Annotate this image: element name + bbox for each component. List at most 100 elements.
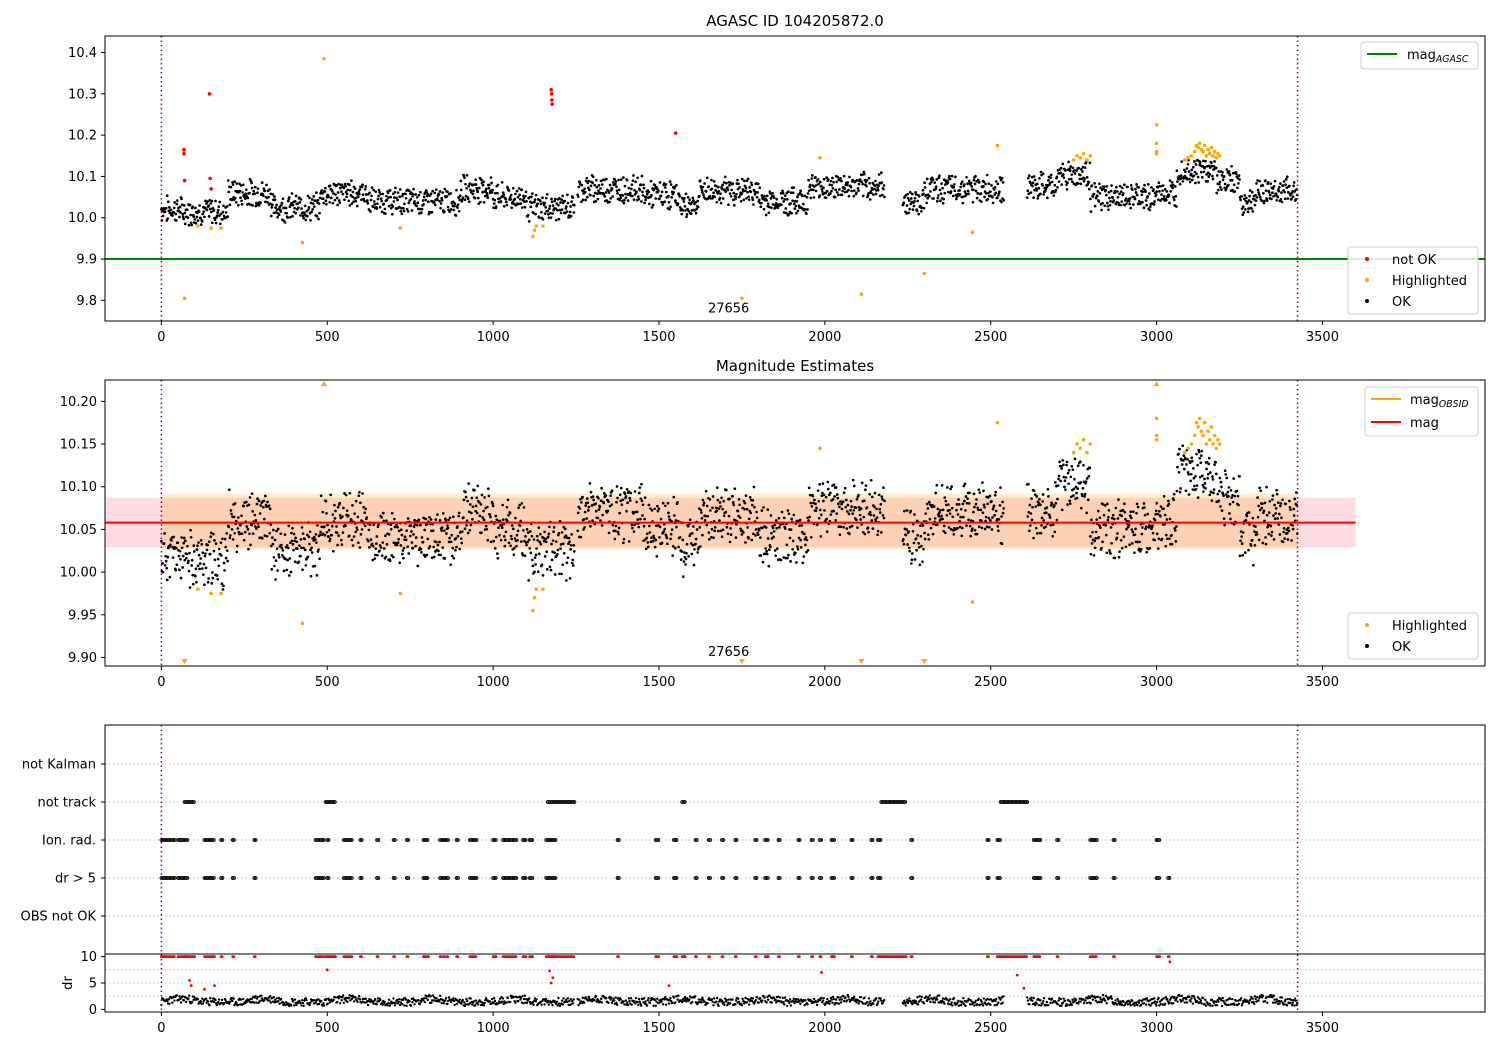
point-ok	[560, 572, 563, 576]
point-ok	[1093, 539, 1096, 543]
point-ok	[168, 545, 171, 549]
point-ok	[1067, 177, 1071, 181]
point-ok	[692, 563, 696, 567]
point-ok	[822, 499, 825, 503]
point-ok	[578, 507, 582, 510]
point-ok	[542, 536, 545, 540]
point-ok	[508, 511, 512, 515]
point-highlighted	[1204, 153, 1209, 158]
point-ok	[1241, 213, 1245, 217]
point-ok	[412, 525, 416, 529]
point-ok	[923, 186, 927, 189]
point-ok	[499, 200, 503, 203]
point-ok	[1061, 162, 1065, 166]
axes-frame	[104, 35, 1486, 322]
point-ok	[263, 517, 266, 521]
point-ok	[1064, 169, 1067, 172]
point-ok	[191, 582, 195, 586]
point-ok	[467, 184, 471, 188]
point-ok	[588, 188, 591, 192]
point-ok	[212, 549, 216, 553]
point-ok	[526, 540, 529, 544]
point-ok	[1048, 513, 1051, 517]
point-ok	[1164, 544, 1168, 548]
x-tick-label: 2000	[808, 675, 841, 690]
point-ok	[638, 486, 642, 490]
point-ok	[230, 198, 234, 202]
point-ok	[200, 543, 204, 546]
point-ok	[485, 505, 489, 509]
point-ok	[330, 533, 334, 537]
point-ok	[646, 545, 650, 549]
point-ok	[449, 563, 453, 567]
flag-marker	[456, 876, 460, 880]
point-ok	[615, 500, 618, 504]
point-ok	[1042, 519, 1046, 522]
point-ok	[1176, 465, 1179, 469]
point-ok	[391, 555, 395, 559]
point-ok	[1119, 190, 1123, 194]
point-ok	[1257, 191, 1260, 194]
point-ok	[1159, 184, 1163, 188]
point-ok	[244, 188, 248, 192]
flag-marker	[655, 876, 659, 880]
point-ok	[1265, 485, 1268, 489]
point-ok	[1059, 464, 1063, 468]
point-ok	[206, 580, 210, 584]
point-ok	[459, 537, 463, 541]
point-ok	[1285, 175, 1289, 179]
point-ok	[1288, 505, 1292, 509]
point-ok	[285, 568, 289, 572]
point-ok	[724, 190, 728, 193]
point-ok	[938, 511, 941, 515]
point-ok	[463, 527, 467, 531]
point-ok	[1096, 509, 1100, 513]
point-ok	[1155, 190, 1159, 193]
point-ok	[1098, 182, 1101, 186]
point-ok	[667, 200, 671, 204]
point-ok	[719, 201, 723, 205]
point-ok	[862, 499, 866, 503]
point-ok	[516, 195, 520, 199]
flag-marker	[721, 876, 726, 880]
point-ok	[405, 529, 408, 532]
point-ok	[644, 547, 648, 551]
flag-marker	[529, 876, 533, 880]
point-ok	[1059, 171, 1062, 175]
point-ok	[702, 501, 706, 505]
y-tick-label: 9.95	[68, 608, 97, 623]
point-ok	[594, 199, 598, 203]
point-ok	[209, 531, 213, 535]
flag-marker	[375, 876, 379, 880]
point-ok	[439, 553, 442, 557]
point-ok	[1154, 193, 1158, 197]
point-ok	[651, 539, 655, 543]
point-ok	[1153, 518, 1157, 522]
point-ok	[847, 188, 850, 192]
point-ok	[396, 198, 399, 202]
dr-point-ok	[179, 1001, 183, 1004]
dr-point-ok	[178, 995, 181, 998]
point-ok	[803, 532, 806, 536]
point-ok	[1284, 183, 1288, 187]
point-ok	[251, 204, 255, 207]
flag-marker	[850, 876, 855, 880]
point-ok	[872, 193, 875, 196]
point-not-ok	[208, 176, 212, 181]
point-ok	[1126, 185, 1129, 189]
point-ok	[741, 189, 745, 193]
flag-marker	[171, 876, 176, 880]
point-ok	[526, 213, 530, 217]
point-ok	[880, 181, 884, 184]
point-ok	[848, 532, 851, 536]
point-ok	[814, 509, 818, 513]
point-ok	[856, 526, 859, 529]
x-tick-label: 3500	[1306, 675, 1339, 690]
point-ok	[231, 181, 234, 184]
point-ok	[843, 187, 847, 190]
point-ok	[489, 176, 493, 179]
point-ok	[208, 552, 212, 556]
point-ok	[522, 506, 526, 509]
point-ok	[1078, 177, 1082, 181]
point-ok	[182, 217, 186, 221]
